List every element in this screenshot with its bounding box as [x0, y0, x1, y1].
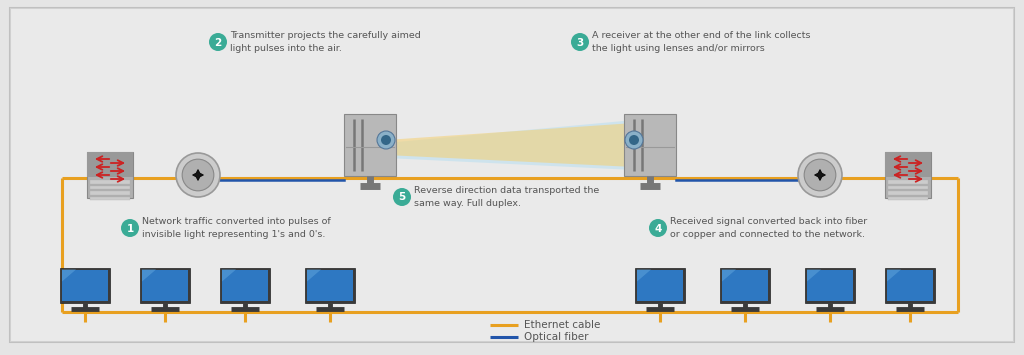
Text: Reverse direction data transported the
same way. Full duplex.: Reverse direction data transported the s…: [414, 186, 599, 208]
Text: Network traffic converted into pulses of
invisible light representing 1's and 0': Network traffic converted into pulses of…: [142, 217, 331, 239]
Polygon shape: [722, 269, 736, 282]
Circle shape: [649, 219, 667, 237]
Polygon shape: [140, 268, 190, 302]
Circle shape: [804, 159, 836, 191]
Circle shape: [393, 188, 411, 206]
Polygon shape: [220, 268, 270, 302]
Polygon shape: [888, 191, 928, 195]
Text: 3: 3: [577, 38, 584, 48]
Circle shape: [629, 135, 639, 145]
Polygon shape: [807, 269, 821, 282]
Text: 2: 2: [214, 38, 221, 48]
Circle shape: [571, 33, 589, 51]
Text: Transmitter projects the carefully aimed
light pulses into the air.: Transmitter projects the carefully aimed…: [230, 31, 421, 53]
Polygon shape: [888, 186, 928, 189]
Polygon shape: [720, 268, 770, 302]
Polygon shape: [90, 197, 130, 200]
Polygon shape: [885, 152, 931, 198]
Polygon shape: [142, 269, 188, 300]
Text: 4: 4: [654, 224, 662, 234]
Circle shape: [798, 153, 842, 197]
Polygon shape: [386, 120, 634, 170]
Polygon shape: [624, 114, 676, 176]
Polygon shape: [637, 269, 683, 300]
Polygon shape: [807, 269, 853, 300]
Polygon shape: [87, 152, 133, 198]
Circle shape: [381, 135, 391, 145]
Polygon shape: [888, 197, 928, 200]
Polygon shape: [305, 268, 355, 302]
Text: 1: 1: [126, 224, 133, 234]
Polygon shape: [142, 269, 156, 282]
Circle shape: [121, 219, 139, 237]
Polygon shape: [722, 269, 768, 300]
Polygon shape: [805, 268, 855, 302]
Polygon shape: [222, 269, 236, 282]
Text: Received signal converted back into fiber
or copper and connected to the network: Received signal converted back into fibe…: [670, 217, 867, 239]
Polygon shape: [307, 269, 353, 300]
FancyBboxPatch shape: [10, 8, 1014, 342]
Polygon shape: [62, 269, 108, 300]
Polygon shape: [386, 123, 634, 167]
Text: 5: 5: [398, 192, 406, 202]
Polygon shape: [885, 268, 935, 302]
Polygon shape: [635, 268, 685, 302]
Circle shape: [182, 159, 214, 191]
Polygon shape: [307, 269, 321, 282]
Polygon shape: [60, 268, 110, 302]
Polygon shape: [887, 269, 901, 282]
Polygon shape: [887, 269, 933, 300]
Polygon shape: [90, 191, 130, 195]
Circle shape: [176, 153, 220, 197]
Polygon shape: [885, 152, 931, 177]
Polygon shape: [637, 269, 651, 282]
Polygon shape: [62, 269, 76, 282]
Text: Optical fiber: Optical fiber: [524, 332, 589, 342]
Polygon shape: [344, 114, 396, 176]
Circle shape: [209, 33, 227, 51]
Circle shape: [377, 131, 395, 149]
Polygon shape: [90, 180, 130, 184]
Circle shape: [625, 131, 643, 149]
Polygon shape: [90, 186, 130, 189]
Text: Ethernet cable: Ethernet cable: [524, 320, 600, 330]
Polygon shape: [87, 152, 133, 177]
FancyBboxPatch shape: [10, 8, 1014, 342]
Text: A receiver at the other end of the link collects
the light using lenses and/or m: A receiver at the other end of the link …: [592, 31, 811, 53]
Polygon shape: [888, 180, 928, 184]
Polygon shape: [222, 269, 268, 300]
